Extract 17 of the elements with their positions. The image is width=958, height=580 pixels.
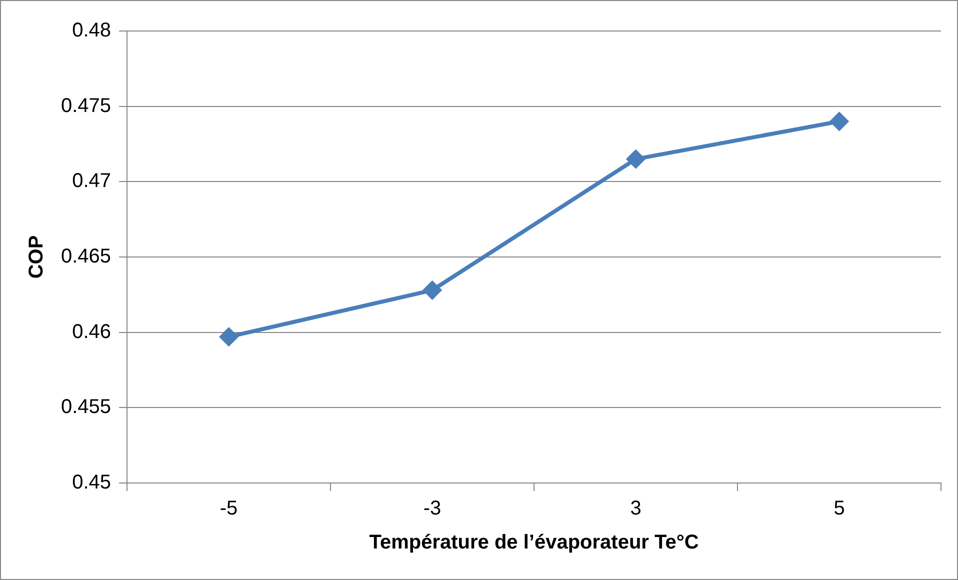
point (626, 150, 645, 168)
point (423, 281, 442, 300)
x-axis-title: Température de l’évaporateur Te°C (369, 532, 699, 554)
y-tick-label: 0.465 (60, 246, 112, 268)
y-axis-title: COP (26, 235, 48, 279)
point (830, 112, 848, 130)
y-tick-label: 0.46 (72, 320, 112, 343)
point (220, 328, 238, 346)
y-tick-label: 0.47 (72, 170, 112, 192)
x-tick-label: -3 (423, 498, 442, 520)
x-tick-label: 3 (630, 498, 642, 520)
y-tick-label: 0.475 (60, 94, 112, 117)
y-tick-label: 0.45 (72, 472, 112, 494)
x-tick-label: 5 (834, 498, 845, 520)
y-tick-label: 0.48 (72, 20, 112, 42)
x-tick-label: -5 (220, 498, 238, 520)
y-tick-label: 0.455 (60, 396, 112, 418)
